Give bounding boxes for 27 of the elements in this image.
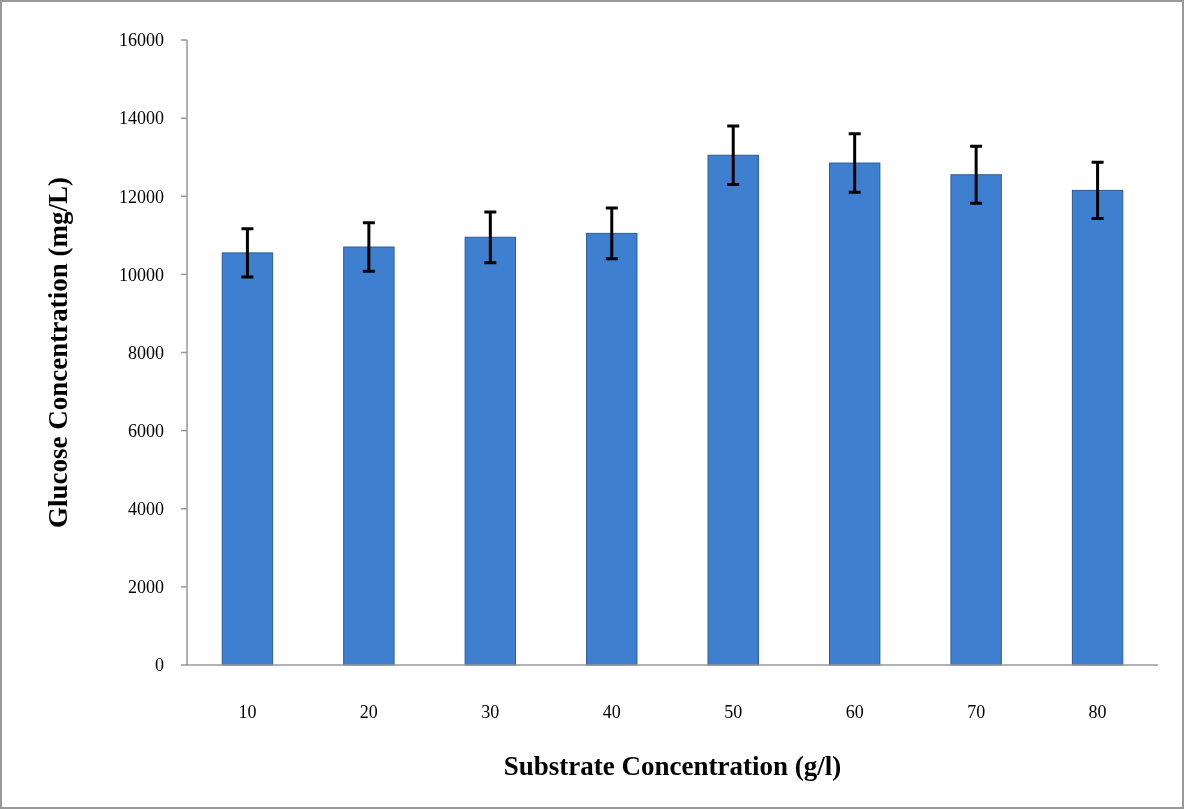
x-tick-label: 70 (967, 702, 986, 722)
y-tick-label: 2000 (128, 577, 164, 598)
bar (221, 252, 274, 666)
bar (950, 174, 1002, 666)
y-tick-label: 4000 (128, 499, 164, 520)
bar (464, 236, 517, 666)
bar (828, 162, 881, 666)
y-axis-title: Glucose Concentration (mg/L) (43, 177, 73, 528)
y-tick-label: 8000 (128, 342, 164, 363)
x-tick-label: 10 (238, 702, 257, 722)
x-tick-label: 80 (1088, 702, 1107, 722)
y-tick-label: 14000 (119, 108, 164, 129)
x-tick-label: 40 (602, 702, 621, 722)
y-tick-label: 12000 (119, 186, 164, 207)
x-tick-label: 50 (724, 702, 743, 722)
y-tick-label: 0 (155, 655, 164, 676)
bar (343, 246, 395, 666)
bar (1071, 189, 1124, 666)
x-axis-title: Substrate Concentration (g/l) (503, 751, 842, 781)
bar (707, 154, 759, 666)
y-tick-label: 16000 (119, 30, 164, 51)
y-tick-label: 10000 (119, 264, 164, 285)
bar (586, 232, 638, 666)
x-tick-label: 20 (359, 702, 378, 722)
x-tick-label: 60 (845, 702, 864, 722)
y-tick-label: 6000 (128, 420, 164, 441)
x-tick-label: 30 (481, 702, 500, 722)
